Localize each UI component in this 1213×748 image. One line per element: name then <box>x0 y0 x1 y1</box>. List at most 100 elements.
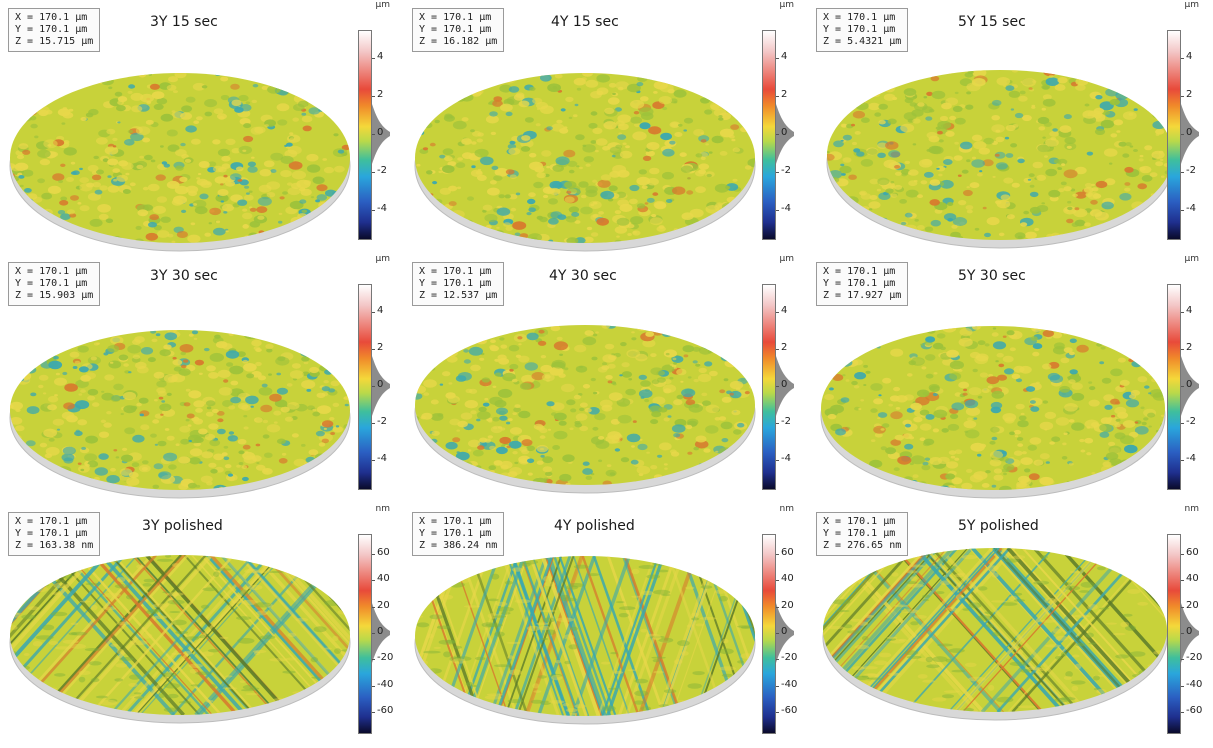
dimension-y: Y = 170.1 µm <box>419 24 492 35</box>
dimension-x: X = 170.1 µm <box>419 516 492 527</box>
height-histogram <box>1181 603 1199 663</box>
colorbar-tick-label: 20 <box>377 599 390 611</box>
colorbar-tick-mark <box>1181 171 1184 173</box>
colorbar-tick-label: -2 <box>1186 416 1196 428</box>
surface-panel: X = 170.1 µm Y = 170.1 µm Z = 15.715 µm 3Y … <box>0 0 404 254</box>
colorbar-tick-label: -2 <box>1186 164 1196 176</box>
colorbar-tick-label: 2 <box>781 89 788 101</box>
colorbar-tick-mark <box>372 580 375 582</box>
colorbar-tick-mark <box>372 606 375 608</box>
dimension-x: X = 170.1 µm <box>15 266 88 277</box>
colorbar-tick-label: -4 <box>377 202 387 214</box>
panel-title: 5Y 15 sec <box>958 14 1026 30</box>
colorbar-tick-mark <box>776 386 779 387</box>
panel-title: 4Y 30 sec <box>549 268 617 284</box>
colorbar-tick-label: -60 <box>1186 705 1203 717</box>
dimension-z: Z = 386.24 nm <box>419 540 498 551</box>
colorbar-tick-label: 4 <box>377 51 384 63</box>
colorbar <box>358 534 372 734</box>
colorbar-tick-label: -2 <box>781 416 791 428</box>
colorbar-tick-mark <box>372 209 375 211</box>
surface-rendering <box>822 548 1168 721</box>
colorbar-tick-label: 0 <box>377 626 384 637</box>
colorbar-tick-mark <box>776 633 779 634</box>
colorbar-tick-mark <box>1181 58 1184 60</box>
colorbar-tick-mark <box>776 553 779 555</box>
colorbar-tick-mark <box>1181 580 1184 582</box>
height-histogram <box>372 603 390 663</box>
colorbar-tick-label: 60 <box>1186 546 1199 558</box>
colorbar-tick-label: 2 <box>377 89 384 101</box>
colorbar-tick-label: 0 <box>1186 127 1193 138</box>
colorbar-tick-label: 0 <box>1186 379 1193 390</box>
colorbar-tick-mark <box>1181 386 1184 387</box>
colorbar-tick-mark <box>776 423 779 425</box>
colorbar-tick-mark <box>1181 311 1184 313</box>
colorbar-tick-label: -4 <box>1186 453 1196 465</box>
colorbar-tick-label: 60 <box>377 546 390 558</box>
colorbar-tick-mark <box>372 423 375 425</box>
panel-title: 3Y 30 sec <box>150 268 218 284</box>
colorbar <box>1167 284 1181 490</box>
colorbar-tick-label: -40 <box>377 678 394 690</box>
dimension-y: Y = 170.1 µm <box>15 278 88 289</box>
colorbar-tick-label: 0 <box>1186 626 1193 637</box>
colorbar-unit: nm <box>779 504 794 514</box>
colorbar-tick-label: 2 <box>1186 341 1193 353</box>
colorbar <box>358 284 372 490</box>
dimension-z: Z = 5.4321 µm <box>823 36 902 47</box>
colorbar-tick-mark <box>776 460 779 462</box>
colorbar-tick-mark <box>776 685 779 687</box>
colorbar-tick-label: 60 <box>781 546 794 558</box>
colorbar-tick-label: -60 <box>781 705 798 717</box>
colorbar-tick-label: -2 <box>377 164 387 176</box>
colorbar-tick-mark <box>1181 96 1184 98</box>
surface-texture <box>823 548 1167 712</box>
colorbar-tick-mark <box>1181 553 1184 555</box>
dimension-y: Y = 170.1 µm <box>823 528 896 539</box>
colorbar-tick-mark <box>1181 606 1184 608</box>
surface-rendering <box>9 73 351 252</box>
dimension-y: Y = 170.1 µm <box>419 278 492 289</box>
colorbar-tick-mark <box>372 348 375 350</box>
colorbar-tick-label: 4 <box>377 304 384 316</box>
dimension-y: Y = 170.1 µm <box>419 528 492 539</box>
colorbar-tick-mark <box>1181 423 1184 425</box>
colorbar-tick-mark <box>372 633 375 634</box>
colorbar-tick-mark <box>372 386 375 387</box>
colorbar-tick-label: 2 <box>377 341 384 353</box>
colorbar-unit: nm <box>375 504 390 514</box>
surface-panel: X = 170.1 µm Y = 170.1 µm Z = 17.927 µm 5Y … <box>808 254 1213 504</box>
colorbar-tick-label: 0 <box>781 127 788 138</box>
colorbar-tick-mark <box>776 659 779 661</box>
surface-panel: X = 170.1 µm Y = 170.1 µm Z = 15.903 µm 3Y … <box>0 254 404 504</box>
dimension-y: Y = 170.1 µm <box>823 24 896 35</box>
colorbar-tick-mark <box>1181 348 1184 350</box>
colorbar-tick-mark <box>1181 712 1184 714</box>
colorbar-tick-label: 0 <box>781 626 788 637</box>
surface-panel: X = 170.1 µm Y = 170.1 µm Z = 276.65 nm 5Y … <box>808 504 1213 748</box>
colorbar <box>762 534 776 734</box>
dimension-info-box: X = 170.1 µm Y = 170.1 µm Z = 16.182 µm <box>412 8 505 52</box>
surface-rendering <box>414 325 756 494</box>
colorbar-tick-mark <box>1181 209 1184 211</box>
colorbar-tick-label: -2 <box>781 164 791 176</box>
dimension-x: X = 170.1 µm <box>823 516 896 527</box>
dimension-info-box: X = 170.1 µm Y = 170.1 µm Z = 276.65 nm <box>816 512 909 556</box>
colorbar-tick-mark <box>372 553 375 555</box>
height-histogram <box>776 603 794 663</box>
surface-panel: X = 170.1 µm Y = 170.1 µm Z = 16.182 µm 4Y … <box>404 0 808 254</box>
colorbar-tick-mark <box>776 606 779 608</box>
colorbar-tick-mark <box>372 134 375 135</box>
colorbar <box>762 30 776 240</box>
colorbar-tick-label: 40 <box>377 573 390 585</box>
colorbar-tick-label: 20 <box>781 599 794 611</box>
dimension-x: X = 170.1 µm <box>15 12 88 23</box>
colorbar-tick-mark <box>372 685 375 687</box>
colorbar-tick-label: 4 <box>781 304 788 316</box>
dimension-x: X = 170.1 µm <box>823 266 896 277</box>
colorbar <box>762 284 776 490</box>
dimension-z: Z = 17.927 µm <box>823 290 902 301</box>
colorbar-unit: µm <box>779 254 795 264</box>
